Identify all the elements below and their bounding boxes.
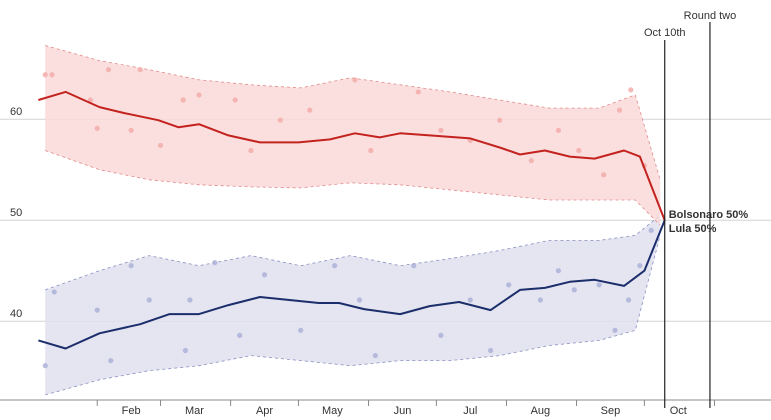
poll-point [415,89,421,95]
poll-point [261,272,268,278]
poll-point [87,97,94,103]
poll-point [182,347,189,354]
poll-point [576,147,582,154]
poll-point [180,97,186,103]
poll-point [307,107,313,113]
x-tick-label: Mar [185,405,204,417]
poll-point [49,72,55,78]
band-upper-edge [45,45,661,180]
poll-point [51,289,57,295]
poll-point [105,67,112,73]
poll-point [368,147,374,154]
trend-line [38,90,666,221]
poll-point [352,77,358,83]
poll-point [628,87,634,93]
poll-point [94,307,100,313]
poll-point [137,67,143,73]
poll-point [537,297,543,303]
band-lower-edge [45,150,661,226]
poll-point [555,268,562,274]
band-upper-edge [45,214,661,291]
poll-point [212,260,218,266]
x-tick-label: Apr [256,405,273,417]
poll-point [196,92,202,98]
poll-point [356,297,363,303]
poll-point [108,358,114,364]
end-label: Bolsonaro 50% [669,209,749,221]
poll-point [616,107,623,113]
poll-point [187,297,193,303]
poll-point [612,327,618,333]
poll-point [601,172,607,178]
poll-point [648,227,654,233]
x-tick-label: Sep [601,405,621,417]
poll-point [232,97,238,103]
y-tick-label: 40 [10,308,22,320]
annotation-label: Oct 10th [644,27,686,39]
band-lower-edge [45,235,661,396]
poll-point [277,117,283,123]
poll-point [506,282,512,288]
poll-point [42,363,48,369]
poll-point [467,297,473,303]
poll-point [528,158,534,164]
x-tick-label: May [322,405,343,417]
poll-point [637,263,643,269]
poll-point [438,332,444,338]
poll-point [332,263,338,269]
poll-point [128,127,134,133]
poll-point [596,282,602,288]
poll-point [571,287,577,293]
poll-point [497,117,503,123]
poll-point [555,127,562,133]
confidence-band [45,215,661,395]
poll-point [237,332,243,338]
poll-point [248,147,254,154]
x-tick-label: Jun [394,405,412,417]
poll-point [372,352,378,359]
poll-point [157,142,164,149]
x-tick-label: Feb [122,405,141,417]
poll-point [128,263,134,269]
trend-line [38,219,666,350]
poll-point [42,72,48,78]
poll-point [625,297,632,303]
y-tick-label: 60 [10,106,22,118]
annotation-label: Round two [684,10,737,22]
x-tick-label: Jul [463,405,477,417]
poll-point [146,297,152,303]
y-tick-label: 50 [10,207,22,219]
confidence-band [45,45,661,226]
poll-point [94,125,100,131]
poll-point [298,327,304,333]
x-tick-label: Oct [670,405,687,417]
poll-point [488,347,494,354]
poll-point [438,127,444,133]
x-tick-label: Aug [531,405,551,417]
end-label: Lula 50% [669,223,717,235]
poll-point [411,263,417,269]
